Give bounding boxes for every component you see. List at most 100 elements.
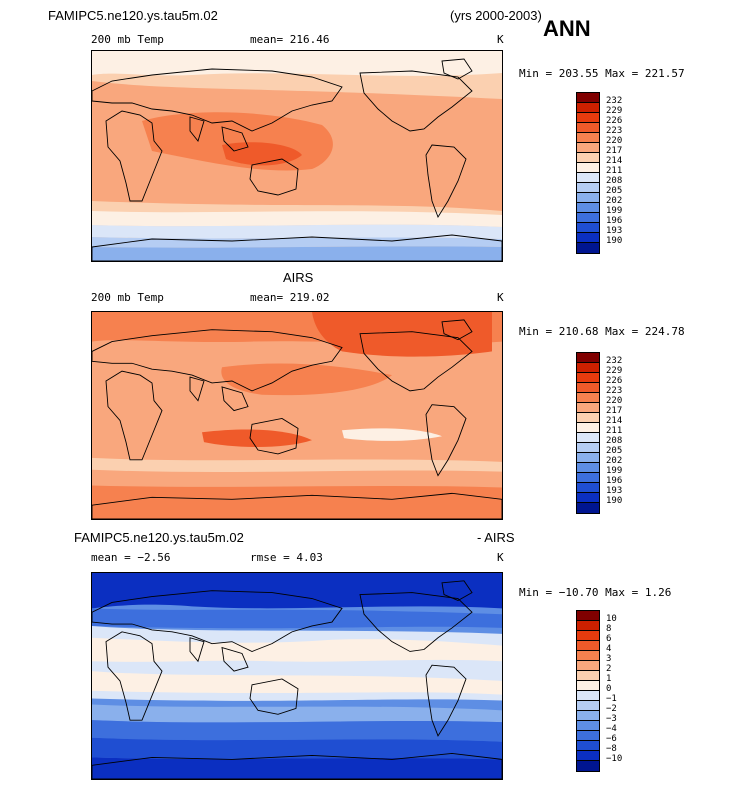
colorbar-segment [577, 671, 599, 681]
colorbar-tick-label: 220 [606, 396, 623, 406]
colorbar-tick-label: 214 [606, 416, 623, 426]
colorbar-segment [577, 631, 599, 641]
colorbar-segment [577, 731, 599, 741]
contour-band [202, 429, 312, 448]
colorbar-tick-label: 208 [606, 436, 623, 446]
colorbar-segment [577, 621, 599, 631]
contour-band [92, 637, 502, 662]
panel3-mean: mean = −2.56 [91, 551, 171, 564]
coastline [441, 319, 473, 341]
colorbar-tick-label: 223 [606, 386, 623, 396]
colorbar-segment [577, 741, 599, 751]
colorbar-tick-label: 3 [606, 654, 612, 664]
contour-band [92, 671, 502, 695]
colorbar-segment [577, 103, 599, 113]
colorbar-segment [577, 213, 599, 223]
field-map-svg [92, 573, 502, 779]
colorbar-segment [577, 163, 599, 173]
colorbar-segment [577, 433, 599, 443]
colorbar-tick-label: 217 [606, 146, 623, 156]
colorbar-tick-label: 202 [606, 456, 623, 466]
coastline [221, 386, 249, 412]
contour-band [222, 142, 302, 166]
colorbar-tick-label: 205 [606, 186, 623, 196]
coastline [441, 580, 473, 601]
contour-band [92, 485, 502, 519]
colorbar-tick-label: 223 [606, 126, 623, 136]
colorbar-tick-label: 208 [606, 176, 623, 186]
coastline [189, 116, 205, 142]
panel1-variable: 200 mb Temp [91, 33, 164, 46]
colorbar-tick-label: −6 [606, 734, 617, 744]
panel1-colorbar [576, 92, 600, 254]
coastline [92, 68, 343, 132]
colorbar-tick-label: −8 [606, 744, 617, 754]
coastline [249, 678, 299, 715]
contour-band [92, 457, 502, 473]
coastline [189, 376, 205, 402]
panel2-colorbar [576, 352, 600, 514]
colorbar-tick-label: 199 [606, 466, 623, 476]
contour-band [92, 211, 502, 227]
coastline [105, 631, 163, 721]
colorbar-segment [577, 173, 599, 183]
coastline [92, 329, 343, 392]
colorbar-segment [577, 661, 599, 671]
colorbar-tick-label: 190 [606, 496, 623, 506]
colorbar-segment [577, 473, 599, 483]
colorbar-segment [577, 353, 599, 363]
contour-band [342, 428, 442, 441]
colorbar-tick-label: 199 [606, 206, 623, 216]
panel2-variable: 200 mb Temp [91, 291, 164, 304]
colorbar-segment [577, 403, 599, 413]
panel2-minmax: Min = 210.68 Max = 224.78 [519, 325, 685, 338]
colorbar-tick-label: 232 [606, 356, 623, 366]
colorbar-tick-label: 6 [606, 634, 612, 644]
colorbar-segment [577, 143, 599, 153]
panel2-units: K [497, 291, 504, 304]
contour-band [92, 573, 502, 609]
colorbar-segment [577, 413, 599, 423]
panel3-colorbar [576, 610, 600, 772]
contour-band [312, 312, 492, 357]
colorbar-segment [577, 711, 599, 721]
colorbar-segment [577, 651, 599, 661]
contour-band [92, 704, 502, 723]
colorbar-segment [577, 203, 599, 213]
colorbar-tick-label: 232 [606, 96, 623, 106]
contour-band [92, 757, 502, 779]
coastline [221, 126, 249, 152]
colorbar-segment [577, 761, 599, 771]
coastline [249, 417, 299, 455]
coastline [425, 664, 467, 737]
colorbar-segment [577, 113, 599, 123]
coastline [441, 58, 473, 80]
colorbar-tick-label: 214 [606, 156, 623, 166]
colorbar-tick-label: 205 [606, 446, 623, 456]
colorbar-segment [577, 393, 599, 403]
case-name-title: FAMIPC5.ne120.ys.tau5m.02 [48, 8, 218, 23]
contour-band [92, 246, 502, 261]
colorbar-tick-label: −1 [606, 694, 617, 704]
colorbar-segment [577, 453, 599, 463]
colorbar-segment [577, 701, 599, 711]
colorbar-tick-label: 2 [606, 664, 612, 674]
colorbar-segment [577, 133, 599, 143]
panel3-map [91, 572, 503, 780]
colorbar-tick-label: 229 [606, 366, 623, 376]
colorbar-tick-label: 196 [606, 216, 623, 226]
colorbar-tick-label: 211 [606, 166, 623, 176]
coastline [425, 144, 467, 219]
coastline [189, 637, 205, 663]
panel2-map [91, 311, 503, 520]
coastline [92, 234, 502, 261]
coastline [221, 646, 249, 672]
coastline [425, 404, 467, 477]
colorbar-segment [577, 193, 599, 203]
colorbar-segment [577, 641, 599, 651]
colorbar-segment [577, 751, 599, 761]
panel1-map [91, 50, 503, 262]
colorbar-segment [577, 123, 599, 133]
coastline [249, 158, 299, 196]
panel2-mean: mean= 219.02 [250, 291, 330, 304]
